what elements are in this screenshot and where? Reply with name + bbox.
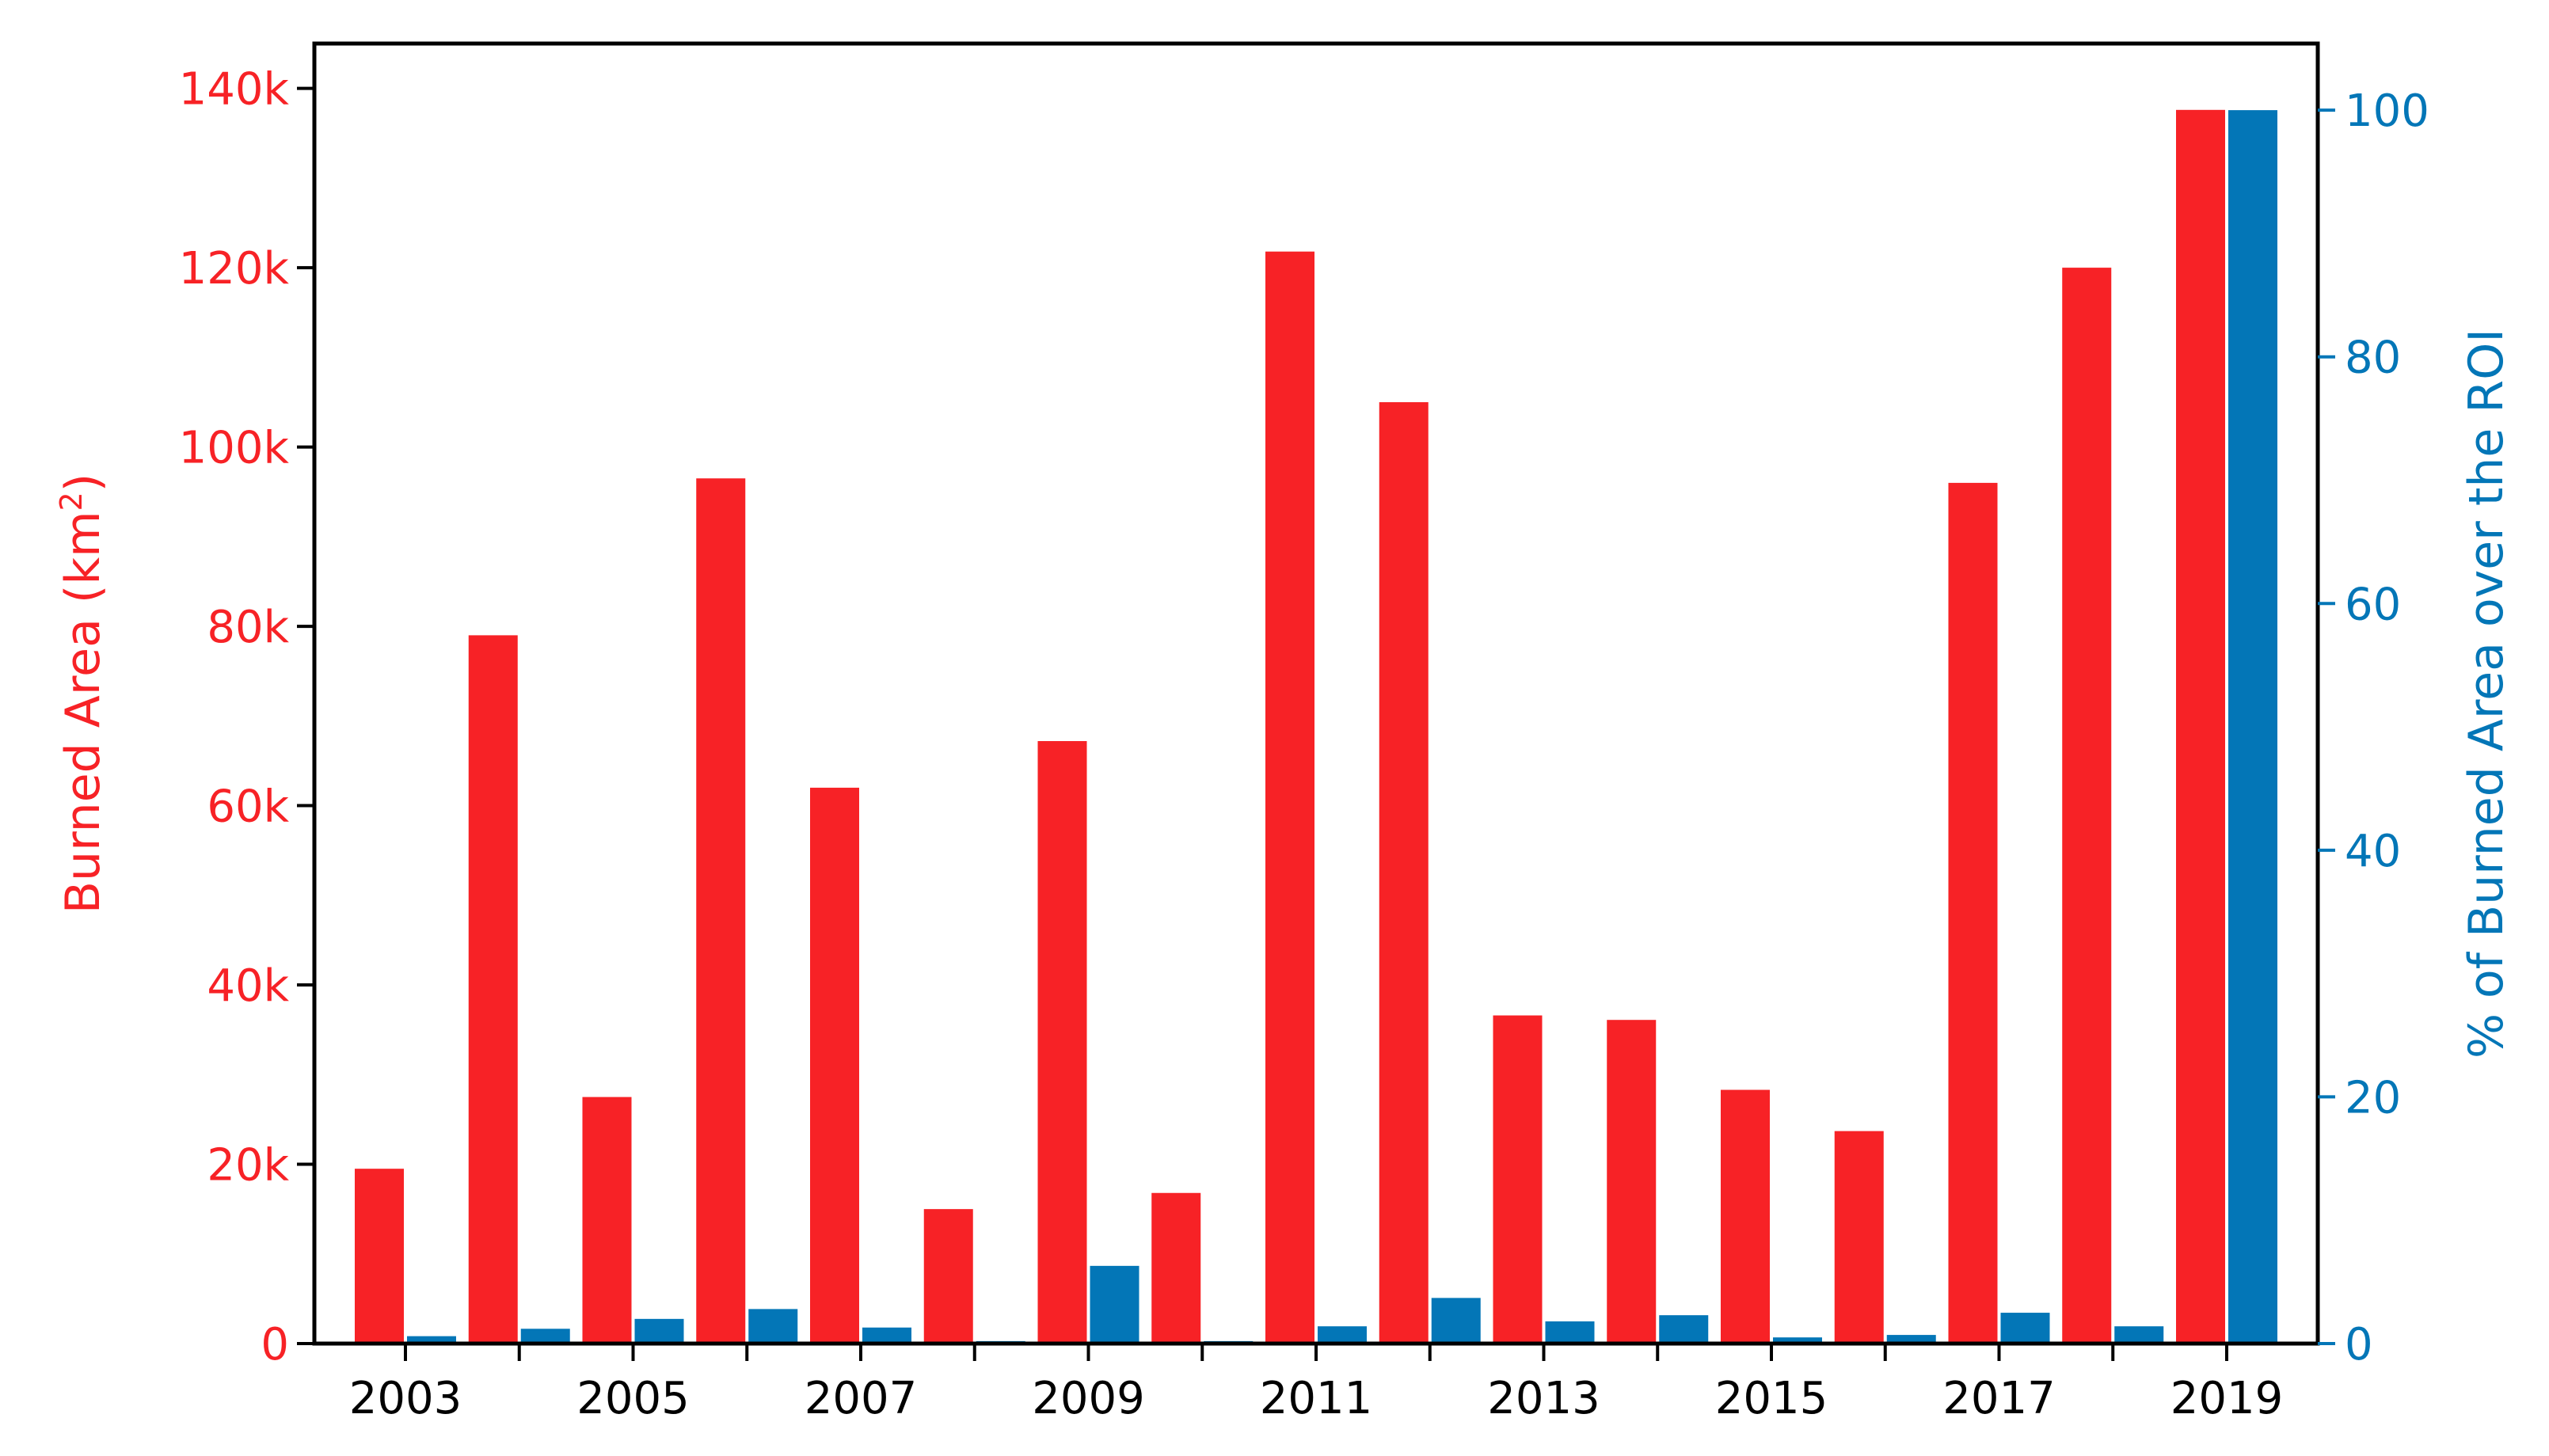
left-tick-label-4: 80k xyxy=(207,602,289,653)
x-tick-label-2019: 2019 xyxy=(2170,1373,2284,1424)
bar-burned-area-2018 xyxy=(2062,268,2112,1344)
right-tick-label-2: 40 xyxy=(2345,826,2401,877)
bar-percent-roi-2007 xyxy=(862,1327,911,1344)
right-tick-label-5: 100 xyxy=(2345,86,2429,137)
left-tick-label-0: 0 xyxy=(261,1319,289,1370)
bar-percent-roi-2004 xyxy=(520,1329,570,1344)
percent-roi-bars xyxy=(407,110,2277,1344)
bar-burned-area-2011 xyxy=(1265,251,1314,1344)
x-tick-label-2009: 2009 xyxy=(1032,1373,1145,1424)
left-tick-label-3: 60k xyxy=(207,781,289,833)
bar-burned-area-2008 xyxy=(923,1209,973,1344)
left-tick-label-5: 100k xyxy=(179,423,290,474)
bar-burned-area-2007 xyxy=(810,787,859,1344)
bar-burned-area-2006 xyxy=(696,478,746,1344)
x-tick-label-2015: 2015 xyxy=(1715,1373,1828,1424)
right-tick-label-1: 20 xyxy=(2345,1072,2401,1123)
bar-percent-roi-2012 xyxy=(1431,1298,1481,1344)
bar-burned-area-2017 xyxy=(1948,482,1998,1344)
bar-percent-roi-2018 xyxy=(2114,1326,2164,1344)
y-axis-left: 0 20k 40k 60k 80k 100k 120k 140k xyxy=(179,64,314,1370)
bar-burned-area-2012 xyxy=(1379,401,1429,1344)
left-tick-label-2: 40k xyxy=(207,960,289,1012)
y-axis-right: 0 20 40 60 80 100 xyxy=(2318,86,2429,1370)
x-axis: 2003 2005 2007 2009 2011 2013 2015 2017 2019 xyxy=(349,1344,2284,1424)
bar-burned-area-2004 xyxy=(468,635,518,1344)
x-tick-label-2017: 2017 xyxy=(1942,1373,2056,1424)
burned-area-bars xyxy=(355,109,2225,1344)
bar-burned-area-2005 xyxy=(582,1097,632,1344)
right-tick-label-4: 80 xyxy=(2345,333,2401,384)
x-tick-label-2013: 2013 xyxy=(1487,1373,1600,1424)
right-tick-label-3: 60 xyxy=(2345,579,2401,630)
bar-percent-roi-2005 xyxy=(634,1318,684,1344)
bar-percent-roi-2003 xyxy=(407,1336,456,1344)
left-tick-label-6: 120k xyxy=(179,243,290,295)
bar-burned-area-2014 xyxy=(1607,1020,1657,1344)
left-axis-label: Burned Area (km2) xyxy=(54,473,111,914)
bar-burned-area-2010 xyxy=(1151,1192,1201,1344)
right-axis-label: % of Burned Area over the ROI xyxy=(2459,329,2514,1059)
bar-percent-roi-2019 xyxy=(2228,110,2277,1344)
x-tick-label-2003: 2003 xyxy=(349,1373,462,1424)
left-tick-label-7: 140k xyxy=(179,64,290,116)
bar-burned-area-2016 xyxy=(1834,1131,1884,1344)
bar-percent-roi-2014 xyxy=(1659,1315,1709,1344)
x-tick-label-2011: 2011 xyxy=(1260,1373,1373,1424)
bar-percent-roi-2016 xyxy=(1886,1335,1936,1344)
bar-percent-roi-2011 xyxy=(1318,1326,1367,1344)
bar-burned-area-2015 xyxy=(1721,1089,1770,1344)
bar-burned-area-2003 xyxy=(355,1169,404,1344)
bar-burned-area-2009 xyxy=(1037,741,1087,1344)
bar-percent-roi-2013 xyxy=(1545,1321,1595,1344)
bar-percent-roi-2015 xyxy=(1773,1337,1822,1344)
left-axis-label-superscript: 2 xyxy=(54,492,89,511)
bar-percent-roi-2017 xyxy=(2000,1313,2050,1344)
bar-burned-area-2019 xyxy=(2176,109,2225,1344)
right-tick-label-0: 0 xyxy=(2345,1319,2373,1370)
bar-percent-roi-2009 xyxy=(1090,1265,1139,1344)
bar-burned-area-2013 xyxy=(1493,1015,1543,1344)
left-tick-label-1: 20k xyxy=(207,1140,289,1192)
bar-percent-roi-2006 xyxy=(748,1309,798,1344)
x-tick-label-2005: 2005 xyxy=(576,1373,690,1424)
x-tick-label-2007: 2007 xyxy=(805,1373,918,1424)
